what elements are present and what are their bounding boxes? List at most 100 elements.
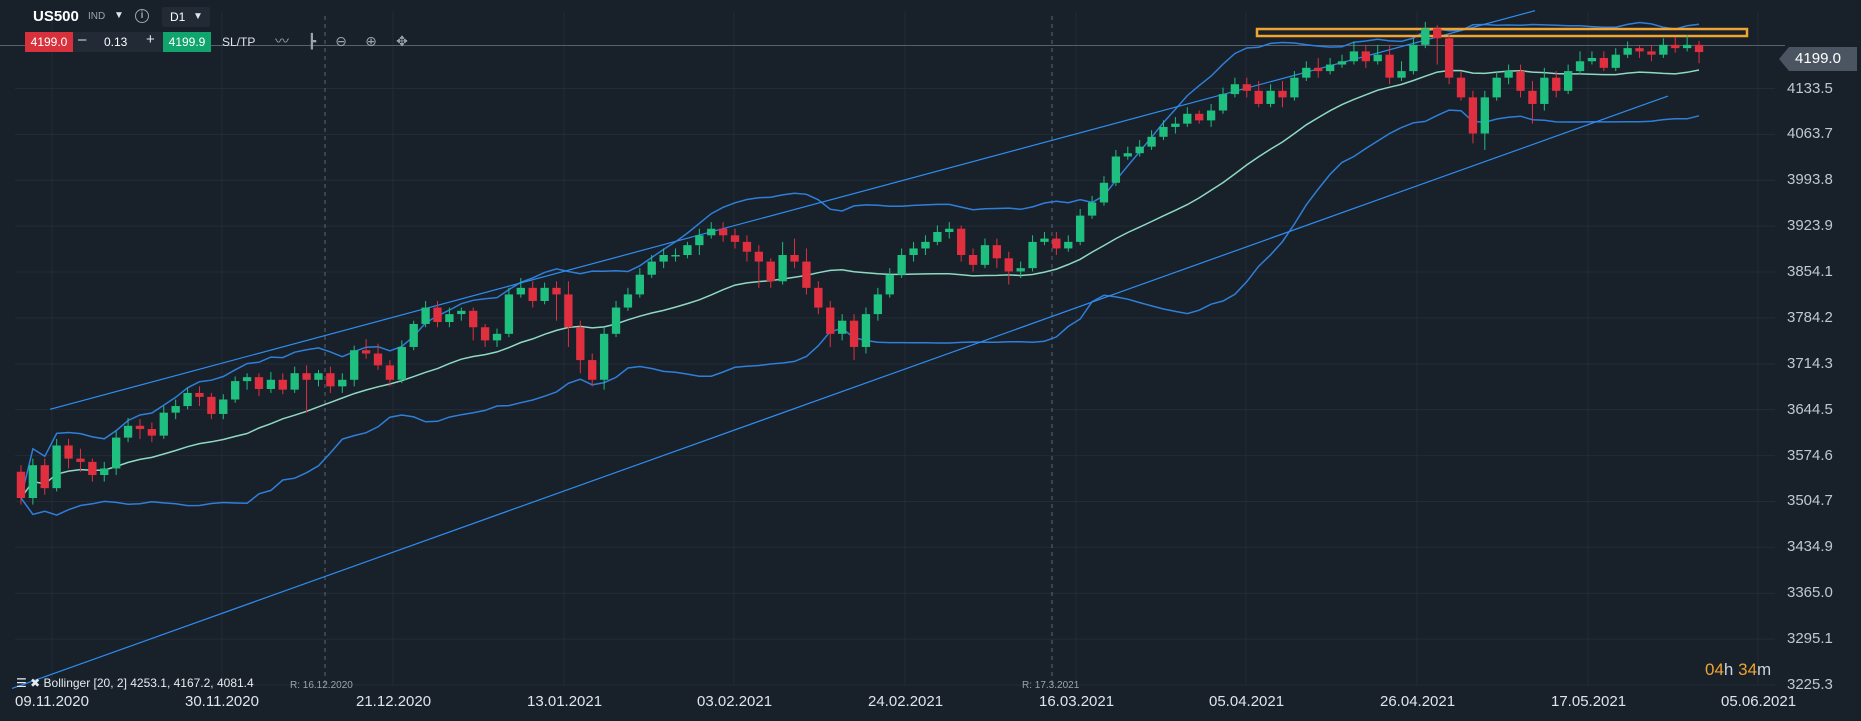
candle-body (1361, 51, 1370, 62)
candle-body (1171, 123, 1180, 127)
channel-lower-line (11, 95, 1669, 690)
zoom-in-icon[interactable]: ⊕ (365, 33, 377, 49)
candle-body (1206, 110, 1216, 121)
candle-body (76, 458, 85, 462)
candle-body (659, 255, 668, 262)
candle-body (1052, 238, 1061, 249)
candle-body (1254, 90, 1263, 104)
timeframe-select[interactable]: D1 (162, 7, 210, 27)
candle-body (540, 287, 549, 301)
candle-body (445, 314, 454, 322)
candle-body (290, 373, 299, 390)
candle-body (1004, 258, 1013, 272)
candle-body (1635, 48, 1644, 52)
volume-input[interactable]: 0.13 (104, 35, 128, 49)
candle-body (480, 327, 490, 341)
candle-body (504, 294, 514, 334)
candle-body (528, 287, 537, 301)
candle-body (1373, 54, 1382, 62)
candle-body (159, 412, 168, 436)
candle-body (326, 373, 335, 387)
marker-label-1: R: 16.12.2020 (290, 680, 353, 691)
candle-body (278, 379, 287, 390)
zoom-out-icon[interactable]: ⊖ (335, 33, 347, 49)
candle-body (766, 261, 775, 282)
y-tick-label: 3784.2 (1787, 308, 1833, 326)
candle-body (516, 287, 525, 295)
timer-minutes: 34 (1738, 660, 1758, 679)
indicator-close-icon[interactable]: ✖ (30, 676, 41, 690)
candle-body (1242, 84, 1251, 91)
candle-body (469, 310, 478, 328)
timer-hours: 04 (1705, 660, 1724, 679)
symbol-dropdown-icon[interactable]: ▼ (114, 10, 124, 21)
candle-body (1492, 77, 1501, 98)
candle-body (40, 465, 49, 489)
candle-body (1468, 97, 1478, 134)
volume-stepper (73, 32, 163, 52)
candle-body (611, 307, 621, 334)
candle-body (64, 445, 73, 459)
candle-body (88, 461, 97, 476)
sltp-button[interactable]: SL/TP (222, 35, 256, 49)
bollinger-middle-band (20, 69, 1700, 499)
candle-body (123, 425, 133, 438)
candle-body (1433, 28, 1442, 39)
candle-body (992, 245, 1002, 259)
y-tick-label: 3295.1 (1787, 630, 1833, 648)
candle-body (1504, 71, 1513, 78)
plus-button[interactable]: + (146, 31, 155, 48)
line-chart-icon[interactable]: 〰 (275, 33, 289, 49)
candle-body (968, 255, 978, 265)
candle-body (718, 228, 728, 236)
minus-button[interactable]: – (78, 31, 87, 48)
x-tick-label: 30.11.2020 (185, 693, 259, 710)
move-icon[interactable]: ✥ (396, 33, 408, 49)
candle-body (564, 294, 573, 328)
info-icon[interactable]: i (135, 9, 149, 23)
candle-body (1694, 44, 1704, 53)
indicator-legend[interactable]: ☰ ✖ Bollinger [20, 2] 4253.1, 4167.2, 40… (16, 676, 254, 690)
candle-body (1218, 94, 1228, 111)
x-tick-label: 05.04.2021 (1209, 693, 1285, 710)
candle-body (457, 310, 466, 315)
candle-body (1552, 77, 1561, 91)
candle-body (635, 274, 644, 295)
candle-body (1385, 54, 1394, 78)
candle-body (897, 255, 906, 275)
candle-body (1195, 113, 1204, 121)
y-tick-label: 3574.6 (1787, 446, 1833, 464)
candle-body (683, 245, 692, 256)
candle-body (111, 437, 121, 469)
candle-body (873, 294, 883, 315)
indicator-settings-icon[interactable]: ☰ (16, 676, 27, 690)
candle-body (1230, 84, 1240, 95)
last-price-tag: 4199.0 (1779, 47, 1857, 71)
symbol-label[interactable]: US500 (33, 8, 79, 25)
candle-body (814, 287, 823, 308)
candle-body (492, 333, 502, 341)
candle-body (1123, 153, 1132, 157)
candle-body (231, 381, 240, 400)
candle-body (1671, 44, 1680, 49)
candle-chart-icon[interactable]: ┣ (307, 33, 317, 49)
candle-body (826, 307, 835, 334)
buy-price-button[interactable]: 4199.9 (163, 32, 211, 52)
candle-body (1099, 182, 1109, 203)
candle-body (1183, 113, 1192, 124)
x-tick-label: 21.12.2020 (356, 693, 432, 710)
candle-body (338, 379, 347, 387)
candle-body (302, 373, 311, 380)
x-tick-label: 16.03.2021 (1039, 693, 1115, 710)
sell-price-button[interactable]: 4199.0 (25, 32, 73, 52)
timeframe-dropdown-icon[interactable]: ▼ (193, 11, 203, 22)
candle-body (599, 333, 609, 380)
candle-body (1611, 54, 1620, 68)
bollinger-lower-band (20, 109, 1700, 516)
candle-body (754, 251, 764, 262)
candle-body (802, 261, 811, 288)
y-tick-label: 3993.8 (1787, 171, 1833, 189)
x-tick-label: 03.02.2021 (697, 693, 773, 710)
candle-body (1016, 268, 1025, 272)
